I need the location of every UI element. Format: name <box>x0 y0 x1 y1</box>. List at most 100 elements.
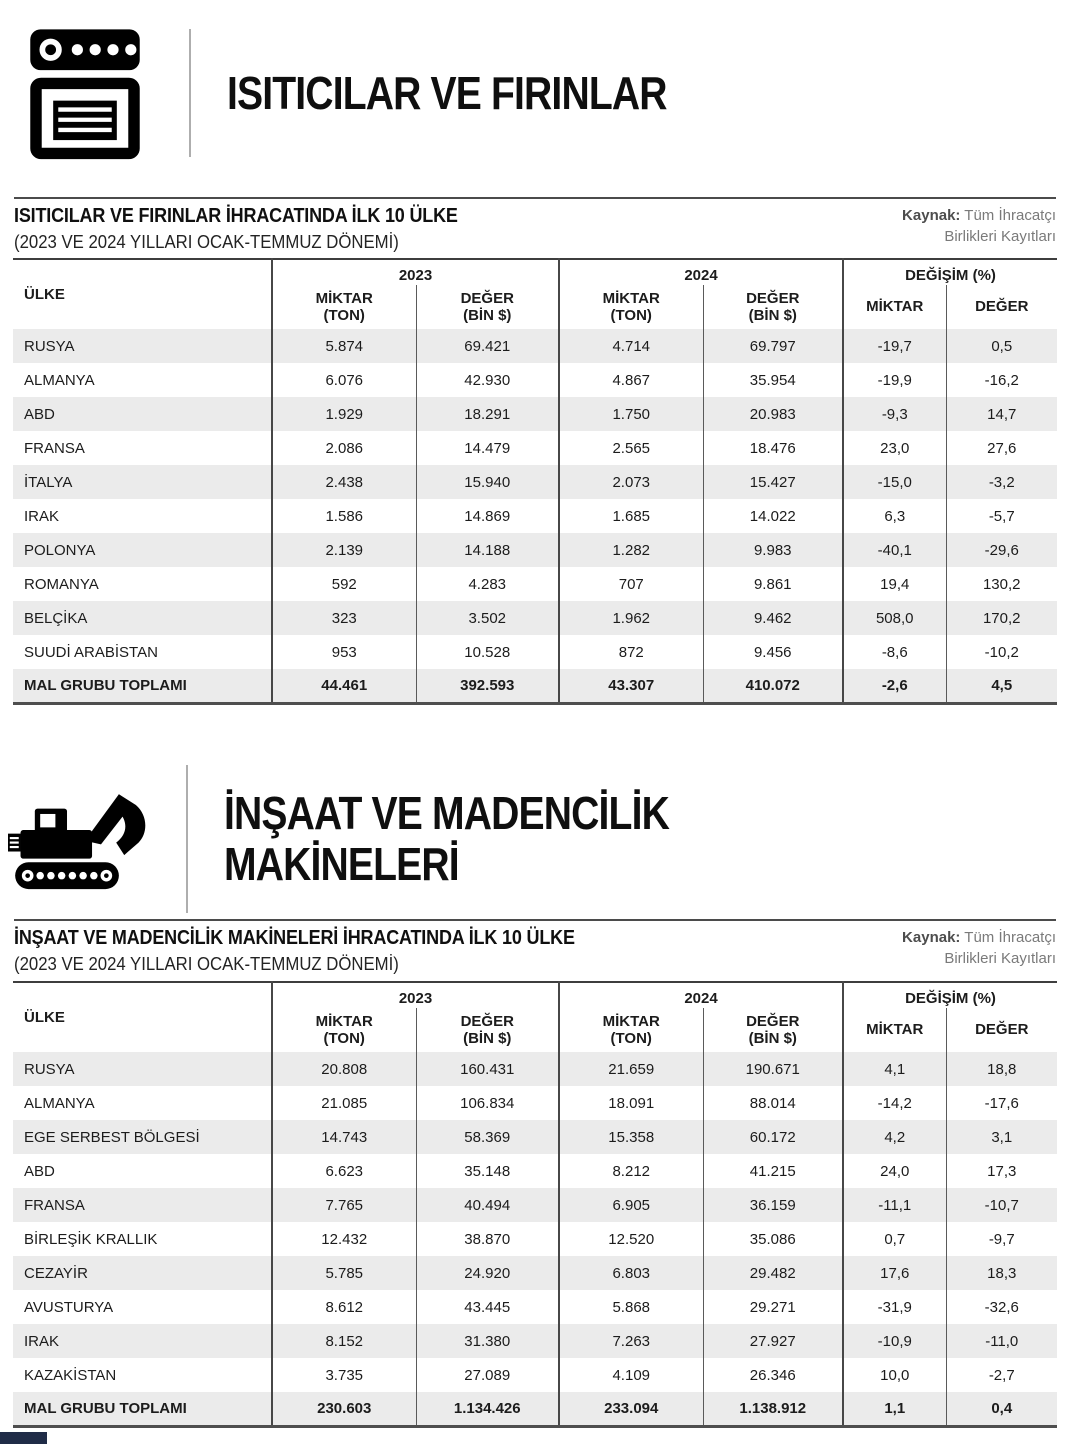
value-cell: 9.462 <box>702 601 843 635</box>
country-cell: RUSYA <box>24 337 75 355</box>
value-cell: 130,2 <box>945 567 1057 601</box>
header-row-measures: MİKTAR (TON) DEĞER (BİN $) MİKTAR (TON) DEĞ… <box>13 285 1057 329</box>
table-row: ALMANYA 21.085 106.834 18.091 88.014 -14,2 -17… <box>13 1086 1057 1120</box>
table-2-body: RUSYA 20.808 160.431 21.659 190.671 4,1 18,8 AL… <box>13 1052 1057 1392</box>
value-cell: -19,7 <box>842 329 946 363</box>
country-cell: POLONYA <box>24 541 96 559</box>
country-cell: ROMANYA <box>24 575 99 593</box>
value-cell: 18.291 <box>415 397 559 431</box>
value-cell: 8.212 <box>558 1154 703 1188</box>
value-cell: 14,7 <box>945 397 1057 431</box>
total-row: MAL GRUBU TOPLAMI 44.461 392.593 43.307 … <box>13 669 1057 703</box>
value-cell: 6.623 <box>271 1154 416 1188</box>
col-header-2023: 2023 <box>271 982 559 1008</box>
table-row: BELÇİKA 323 3.502 1.962 9.462 508,0 170,2 <box>13 601 1057 635</box>
qty-unit: (TON) <box>610 307 652 324</box>
table-row: ROMANYA 592 4.283 707 9.861 19,4 130,2 <box>13 567 1057 601</box>
value-cell: 36.159 <box>702 1188 843 1222</box>
col-header-val-change: DEĞER <box>945 285 1057 329</box>
value-cell: 1.282 <box>558 533 703 567</box>
col-header-qty-2023: MİKTAR (TON) <box>271 285 416 329</box>
source-label: Kaynak: <box>902 929 961 946</box>
value-cell: 2.565 <box>558 431 703 465</box>
value-cell: 5.785 <box>271 1256 416 1290</box>
value-cell: 3,1 <box>945 1120 1057 1154</box>
value-cell: 20.808 <box>271 1052 416 1086</box>
table-row: RUSYA 5.874 69.421 4.714 69.797 -19,7 0,5 <box>13 329 1057 363</box>
total-cell: 230.603 <box>271 1392 416 1426</box>
section-1-hero: ISITICILAR VE FIRINLAR <box>15 18 744 168</box>
value-cell: 19,4 <box>842 567 946 601</box>
col-header-change: DEĞİŞİM (%) <box>842 259 1057 285</box>
qty-unit: (TON) <box>323 307 365 324</box>
country-cell: BİRLEŞİK KRALLIK <box>24 1230 158 1248</box>
table-heaters-ovens: ÜLKE 2023 2024 DEĞİŞİM (%) MİKTAR (TON) D… <box>13 258 1057 705</box>
value-cell: 21.659 <box>558 1052 703 1086</box>
hero-divider <box>186 765 188 913</box>
value-cell: 35.086 <box>702 1222 843 1256</box>
total-cell: 392.593 <box>415 669 559 703</box>
value-cell: 4.283 <box>415 567 559 601</box>
total-cell: 43.307 <box>558 669 703 703</box>
value-cell: 3.502 <box>415 601 559 635</box>
value-cell: -15,0 <box>842 465 946 499</box>
country-cell: ABD <box>24 405 55 423</box>
col-header-country: ÜLKE <box>24 285 65 303</box>
table-row: ABD 6.623 35.148 8.212 41.215 24,0 17,3 <box>13 1154 1057 1188</box>
value-cell: 6.076 <box>271 363 416 397</box>
value-cell: 508,0 <box>842 601 946 635</box>
table-construction-mining: ÜLKE 2023 2024 DEĞİŞİM (%) MİKTAR (TON) D… <box>13 981 1057 1428</box>
val-label: DEĞER <box>746 1012 800 1030</box>
value-cell: 18.091 <box>558 1086 703 1120</box>
table-row: POLONYA 2.139 14.188 1.282 9.983 -40,1 -29,6 <box>13 533 1057 567</box>
country-cell: IRAK <box>24 507 60 525</box>
section-2-titlebar: İNŞAAT VE MADENCİLİK MAKİNELERİ İHRACATI… <box>14 927 1056 975</box>
value-cell: -3,2 <box>945 465 1057 499</box>
country-cell: CEZAYİR <box>24 1264 88 1282</box>
value-cell: -8,6 <box>842 635 946 669</box>
table-2-title: İNŞAAT VE MADENCİLİK MAKİNELERİ İHRACATI… <box>14 927 575 949</box>
source-text-line2: Birlikleri Kayıtları <box>944 950 1056 967</box>
value-cell: 4,2 <box>842 1120 946 1154</box>
qty-label: MİKTAR <box>602 289 660 307</box>
value-cell: 592 <box>271 567 416 601</box>
value-cell: 14.188 <box>415 533 559 567</box>
value-cell: 9.983 <box>702 533 843 567</box>
table-1-title: ISITICILAR VE FIRINLAR İHRACATINDA İLK 1… <box>14 205 458 227</box>
value-cell: 42.930 <box>415 363 559 397</box>
col-header-qty-2024: MİKTAR (TON) <box>558 1008 703 1052</box>
value-cell: 1.586 <box>271 499 416 533</box>
total-cell: 233.094 <box>558 1392 703 1426</box>
value-cell: 29.482 <box>702 1256 843 1290</box>
value-cell: 38.870 <box>415 1222 559 1256</box>
page-footer-accent <box>0 1432 47 1444</box>
value-cell: 60.172 <box>702 1120 843 1154</box>
value-cell: 8.612 <box>271 1290 416 1324</box>
val-label: DEĞER <box>460 289 514 307</box>
country-cell: ALMANYA <box>24 1094 95 1112</box>
value-cell: 15.427 <box>702 465 843 499</box>
value-cell: 4.109 <box>558 1358 703 1392</box>
value-cell: 5.868 <box>558 1290 703 1324</box>
value-cell: 17,3 <box>945 1154 1057 1188</box>
val-label: DEĞER <box>746 289 800 307</box>
value-cell: 9.456 <box>702 635 843 669</box>
country-cell: AVUSTURYA <box>24 1298 114 1316</box>
value-cell: -9,3 <box>842 397 946 431</box>
col-header-2023: 2023 <box>271 259 559 285</box>
total-row: MAL GRUBU TOPLAMI 230.603 1.134.426 233.… <box>13 1392 1057 1426</box>
value-cell: 27,6 <box>945 431 1057 465</box>
col-header-change: DEĞİŞİM (%) <box>842 982 1057 1008</box>
country-cell: KAZAKİSTAN <box>24 1366 117 1384</box>
total-cell: 1.134.426 <box>415 1392 559 1426</box>
excavator-icon <box>8 783 160 895</box>
value-cell: 29.271 <box>702 1290 843 1324</box>
value-cell: 27.089 <box>415 1358 559 1392</box>
value-cell: 6,3 <box>842 499 946 533</box>
value-cell: 170,2 <box>945 601 1057 635</box>
value-cell: 1.750 <box>558 397 703 431</box>
value-cell: 41.215 <box>702 1154 843 1188</box>
table-row: FRANSA 7.765 40.494 6.905 36.159 -11,1 -10,7 <box>13 1188 1057 1222</box>
value-cell: 20.983 <box>702 397 843 431</box>
total-label: MAL GRUBU TOPLAMI <box>24 676 187 694</box>
